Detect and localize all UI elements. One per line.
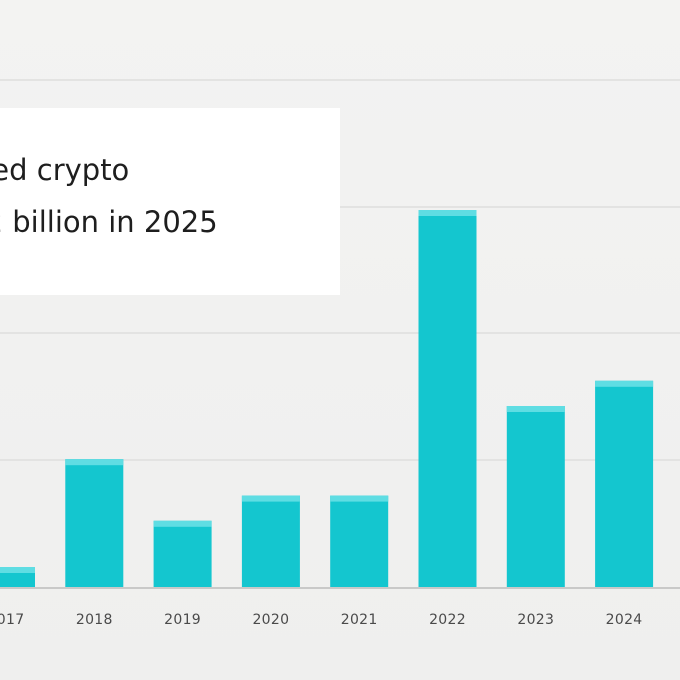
bar-cap (0, 567, 35, 573)
bar-cap (418, 210, 477, 216)
annotation-callout: Hacked crypto $3.42 billion in 2025 (0, 108, 340, 295)
x-tick-label: 2018 (76, 612, 113, 628)
x-tick-label: 2024 (606, 612, 643, 628)
x-tick-label: 2019 (164, 612, 201, 628)
bar-cap (153, 520, 212, 527)
bar-cap (506, 406, 565, 412)
bar-2019 (153, 520, 212, 588)
x-tick-label: 2017 (0, 612, 24, 628)
bar-cap (595, 380, 654, 387)
bar (330, 495, 389, 588)
bar-2024 (595, 380, 654, 588)
bar-2020 (241, 495, 300, 588)
bar (65, 459, 124, 588)
bar-2018 (65, 459, 124, 588)
bar (418, 210, 477, 588)
bar (595, 380, 654, 588)
bar-2022 (418, 210, 477, 588)
annotation-text: Hacked crypto $3.42 billion in 2025 (0, 153, 218, 239)
bar-2023 (506, 406, 565, 588)
bar-2017 (0, 567, 35, 588)
bar (241, 495, 300, 588)
x-tick-label: 2023 (517, 612, 554, 628)
x-tick-label: 2020 (252, 612, 289, 628)
x-tick-label: 2021 (341, 612, 378, 628)
x-tick-label: 2022 (429, 612, 466, 628)
bar (153, 520, 212, 588)
bar-2021 (330, 495, 389, 588)
bar-cap (241, 495, 300, 502)
bar (506, 406, 565, 588)
bar-cap (65, 459, 124, 466)
bar-cap (330, 495, 389, 502)
